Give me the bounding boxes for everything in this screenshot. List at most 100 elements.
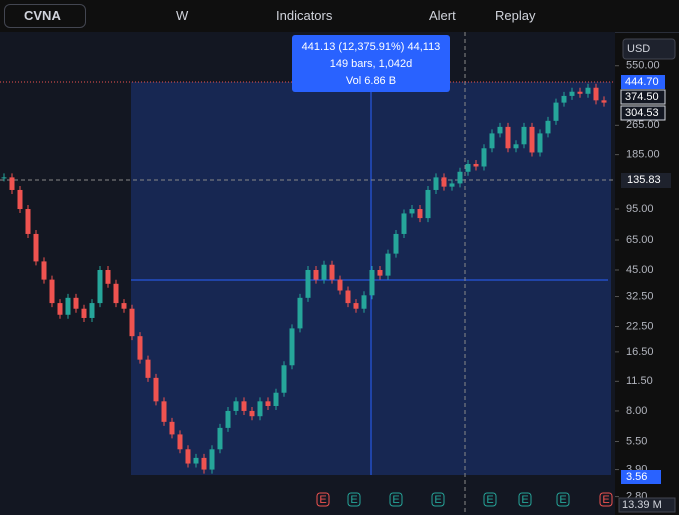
candle	[193, 457, 199, 464]
currency[interactable]: USD	[627, 43, 650, 55]
earnings-label: E	[486, 494, 493, 506]
candle	[169, 421, 175, 435]
y-tick-label: 8.00	[626, 405, 647, 417]
candle	[385, 253, 391, 276]
badge-text: 304.53	[625, 107, 659, 119]
indicators-button[interactable]: Indicators	[276, 8, 333, 23]
candle	[201, 457, 207, 470]
candle	[329, 264, 335, 280]
interval[interactable]: W	[176, 8, 189, 23]
earnings-marker	[389, 492, 403, 507]
candle	[417, 209, 423, 219]
candle	[65, 297, 71, 315]
candle	[177, 434, 183, 450]
candle	[457, 171, 463, 184]
earnings-label: E	[319, 494, 326, 506]
candle	[49, 279, 55, 304]
candle	[585, 87, 591, 94]
candle	[313, 270, 319, 280]
candle	[497, 126, 503, 134]
tooltip-text: 149 bars, 1,042d	[330, 58, 413, 70]
candle	[185, 449, 191, 464]
candle	[433, 177, 439, 190]
earnings-marker	[518, 492, 532, 507]
candle	[393, 233, 399, 254]
candle	[569, 91, 575, 96]
candle	[129, 308, 135, 337]
alert-button[interactable]: Alert	[429, 8, 456, 23]
candle	[601, 100, 607, 103]
earnings-marker	[599, 492, 613, 507]
candle	[145, 359, 151, 378]
y-tick-label: 45.00	[626, 264, 654, 276]
candle	[161, 401, 167, 422]
symbol-box[interactable]	[4, 4, 86, 28]
candle	[33, 233, 39, 262]
candle	[73, 297, 79, 309]
candle	[441, 177, 447, 187]
y-tick-label: 11.50	[626, 375, 653, 387]
earnings-label: E	[521, 494, 528, 506]
earnings-marker	[347, 492, 361, 507]
candle	[225, 410, 231, 428]
candle	[537, 133, 543, 153]
candle	[153, 377, 159, 402]
candle	[217, 427, 223, 450]
badge-text: 135.83	[627, 174, 661, 186]
candle	[545, 120, 551, 134]
candle	[345, 290, 351, 304]
chart: 550.00 265.00 185.00 95.00 65.00 45.00 32.50 22…	[0, 32, 676, 515]
y-tick-label: 65.00	[626, 234, 654, 246]
candle	[401, 213, 407, 234]
y-tick-label: 550.00	[626, 60, 660, 72]
candle	[265, 401, 271, 406]
earnings-marker	[431, 492, 445, 507]
earnings-label: E	[434, 494, 441, 506]
candle	[465, 163, 471, 172]
earnings-marker	[316, 492, 330, 507]
currency-box[interactable]	[622, 38, 676, 60]
candle	[377, 270, 383, 276]
badge	[620, 89, 666, 105]
earnings-label: E	[559, 494, 566, 506]
replay-button[interactable]: Replay	[495, 8, 536, 23]
candle	[409, 209, 415, 214]
candle	[89, 303, 95, 318]
candle	[577, 91, 583, 94]
badge-text: 3.56	[626, 471, 647, 483]
candle	[369, 270, 375, 296]
y-tick-label: 95.00	[626, 203, 654, 215]
candle	[105, 270, 111, 284]
candle	[281, 365, 287, 393]
earnings-marker	[483, 492, 497, 507]
candle	[249, 410, 255, 417]
earnings-marker	[556, 492, 570, 507]
candle	[553, 102, 559, 121]
candle	[361, 295, 367, 309]
candle	[489, 133, 495, 149]
earnings-label: E	[602, 494, 609, 506]
candle	[505, 126, 511, 149]
badge	[621, 470, 661, 484]
badge-text: 13.39 M	[622, 499, 662, 511]
candle	[561, 95, 567, 103]
tooltip-text: Vol 6.86 B	[346, 75, 396, 87]
y-tick-label: 265.00	[626, 119, 660, 131]
candle	[1, 177, 7, 179]
toolbar: CVNA W Indicators Alert Replay	[0, 0, 679, 33]
candle	[593, 87, 599, 101]
symbol[interactable]: CVNA	[24, 8, 61, 23]
candle	[9, 177, 15, 190]
candle	[233, 401, 239, 411]
candle	[113, 283, 119, 304]
candle	[513, 144, 519, 149]
badge	[618, 497, 676, 513]
y-tick-label: 5.50	[626, 435, 647, 447]
candle	[121, 303, 127, 309]
candle	[25, 209, 31, 234]
tooltip	[292, 35, 450, 92]
candle	[425, 189, 431, 219]
candle	[97, 270, 103, 304]
candle	[305, 270, 311, 298]
